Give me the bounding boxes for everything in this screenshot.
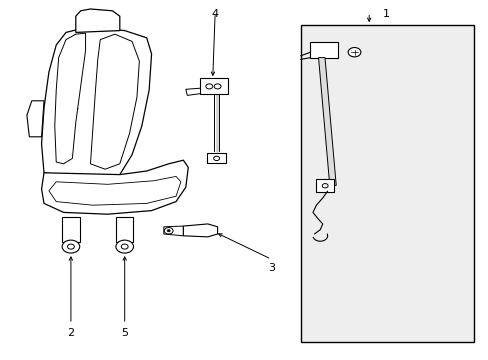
Text: 4: 4 xyxy=(211,9,218,19)
Text: 3: 3 xyxy=(267,263,274,273)
Polygon shape xyxy=(90,34,139,169)
Circle shape xyxy=(322,184,327,188)
Circle shape xyxy=(167,230,170,232)
FancyBboxPatch shape xyxy=(315,179,334,192)
Circle shape xyxy=(121,244,128,249)
Circle shape xyxy=(214,84,221,89)
Polygon shape xyxy=(41,160,188,214)
Polygon shape xyxy=(49,176,181,205)
Polygon shape xyxy=(183,224,217,237)
Circle shape xyxy=(213,156,219,161)
FancyBboxPatch shape xyxy=(116,217,133,242)
Text: 1: 1 xyxy=(382,9,389,19)
Polygon shape xyxy=(41,27,151,178)
Circle shape xyxy=(116,240,133,253)
FancyBboxPatch shape xyxy=(309,42,338,58)
Circle shape xyxy=(205,84,212,89)
Text: 5: 5 xyxy=(121,328,128,338)
FancyBboxPatch shape xyxy=(62,217,80,242)
Polygon shape xyxy=(76,9,120,32)
Circle shape xyxy=(62,240,80,253)
Circle shape xyxy=(67,244,74,249)
Polygon shape xyxy=(318,58,336,185)
Circle shape xyxy=(347,48,360,57)
Bar xyxy=(300,25,473,342)
Circle shape xyxy=(164,228,173,234)
FancyBboxPatch shape xyxy=(199,78,228,94)
Polygon shape xyxy=(185,88,200,95)
Polygon shape xyxy=(27,101,44,137)
FancyBboxPatch shape xyxy=(207,153,225,163)
Polygon shape xyxy=(163,226,183,236)
Polygon shape xyxy=(55,33,85,164)
Text: 2: 2 xyxy=(67,328,74,338)
